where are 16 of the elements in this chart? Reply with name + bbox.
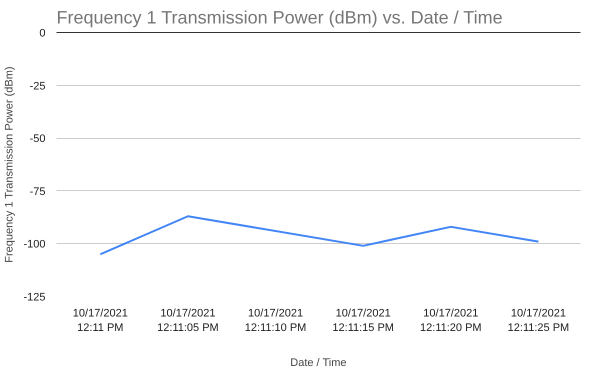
- x-tick-label: 10/17/2021 12:11:20 PM: [420, 308, 482, 334]
- x-tick-label: 10/17/2021 12:11 PM: [72, 308, 128, 334]
- x-tick-label: 10/17/2021 12:11:25 PM: [508, 308, 570, 334]
- y-tick-label: -50: [30, 133, 46, 146]
- y-tick-label: -125: [23, 292, 46, 304]
- x-tick-label: 10/17/2021 12:11:05 PM: [157, 308, 219, 334]
- y-tick-label: -75: [30, 186, 46, 198]
- x-tick-label: 10/17/2021 12:11:10 PM: [244, 308, 306, 334]
- x-tick-label: 10/17/2021 12:11:15 PM: [332, 308, 394, 334]
- y-tick-label: 0: [39, 28, 46, 40]
- y-tick-label: -100: [23, 238, 46, 251]
- chart-title: Frequency 1 Transmission Power (dBm) vs. Date / Time: [56, 8, 503, 28]
- y-tick-label: -25: [30, 80, 46, 92]
- line-series: [99, 215, 540, 256]
- y-axis-title: Frequency 1 Transmission Power (dBm): [3, 66, 16, 263]
- x-axis-title: Date / Time: [290, 356, 347, 369]
